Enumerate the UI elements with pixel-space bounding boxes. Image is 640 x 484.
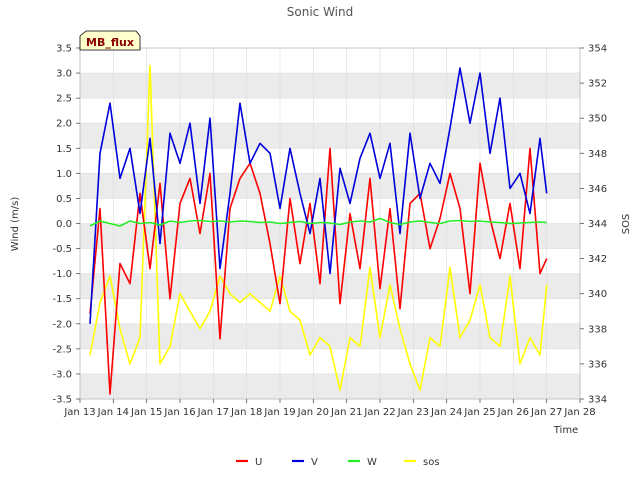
badge-label: MB_flux [86, 36, 134, 49]
y-tick-label: -1.5 [52, 294, 72, 305]
x-tick-label: Jan 26 [497, 407, 529, 418]
y2-axis-label: SOS [621, 214, 632, 235]
y-tick-label: -3.0 [52, 369, 72, 380]
series-line-u [89, 147, 548, 395]
grid-band [80, 323, 580, 349]
y2-tick-label: 350 [588, 114, 607, 125]
legend-label-u: U [255, 457, 262, 468]
series-line-sos [89, 64, 548, 392]
y2-tick-label: 346 [588, 184, 607, 195]
y2-tick-label: 344 [588, 219, 607, 230]
y2-tick-label: 334 [588, 395, 607, 406]
y-tick-label: -1.0 [52, 269, 72, 280]
y2-tick-label: 338 [588, 324, 607, 335]
grid-band [80, 73, 580, 99]
y-tick-label: 0.5 [56, 194, 72, 205]
y2-tick-label: 352 [588, 79, 607, 90]
x-tick-label: Jan 25 [463, 407, 495, 418]
series-line-v [89, 67, 548, 324]
y-tick-label: -3.5 [52, 395, 72, 406]
y2-tick-label: 342 [588, 254, 607, 265]
y-tick-label: 3.5 [56, 44, 72, 55]
x-tick-label: Jan 19 [263, 407, 295, 418]
badge-shape [79, 30, 141, 51]
grid-band [80, 173, 580, 199]
x-axis-label: Time [553, 425, 578, 436]
x-tick-label: Jan 14 [97, 407, 129, 418]
grid-band [80, 123, 580, 149]
mb-flux-badge: MB_flux [79, 30, 141, 51]
x-tick-label: Jan 15 [130, 407, 162, 418]
legend-label-v: V [311, 457, 318, 468]
x-tick-label: Jan 27 [530, 407, 562, 418]
x-tick-label: Jan 20 [297, 407, 329, 418]
y-tick-label: -2.5 [52, 344, 72, 355]
grid-band [80, 273, 580, 299]
y-tick-label: 2.5 [56, 94, 72, 105]
x-tick-label: Jan 18 [230, 407, 262, 418]
y-tick-label: 3.0 [56, 69, 72, 80]
series-line-w [89, 217, 547, 227]
y2-tick-label: 354 [588, 44, 607, 55]
tick-labels: -3.5 -3.0 -2.5 -2.0 -1.5 -1.0 -0.5 0.0 0.5 1.0 1.5… [52, 44, 607, 419]
legend-label-sos: sos [423, 457, 440, 468]
x-tick-label: Jan 13 [63, 407, 95, 418]
y-tick-label: -2.0 [52, 319, 72, 330]
x-tick-label: Jan 17 [197, 407, 229, 418]
x-tick-label: Jan 22 [363, 407, 395, 418]
legend-label-w: W [367, 457, 377, 468]
x-tick-label: Jan 21 [330, 407, 362, 418]
y-tick-label: 1.5 [56, 144, 72, 155]
y2-tick-label: 340 [588, 289, 607, 300]
y-tick-label: 1.0 [56, 169, 72, 180]
y-axis-label: Wind (m/s) [10, 197, 21, 252]
series-layer [89, 64, 548, 395]
y-tick-label: 0.0 [56, 219, 72, 230]
y-tick-label: -0.5 [52, 244, 72, 255]
x-tick-label: Jan 16 [163, 407, 195, 418]
background-bands [80, 73, 580, 399]
y-tick-label: 2.0 [56, 119, 72, 130]
x-tick-label: Jan 24 [430, 407, 462, 418]
y2-tick-label: 336 [588, 359, 607, 370]
x-tick-label: Jan 28 [563, 407, 595, 418]
grid-band [80, 373, 580, 399]
chart-title: Sonic Wind [287, 5, 353, 19]
x-tick-label: Jan 23 [397, 407, 429, 418]
y2-tick-label: 348 [588, 149, 607, 160]
